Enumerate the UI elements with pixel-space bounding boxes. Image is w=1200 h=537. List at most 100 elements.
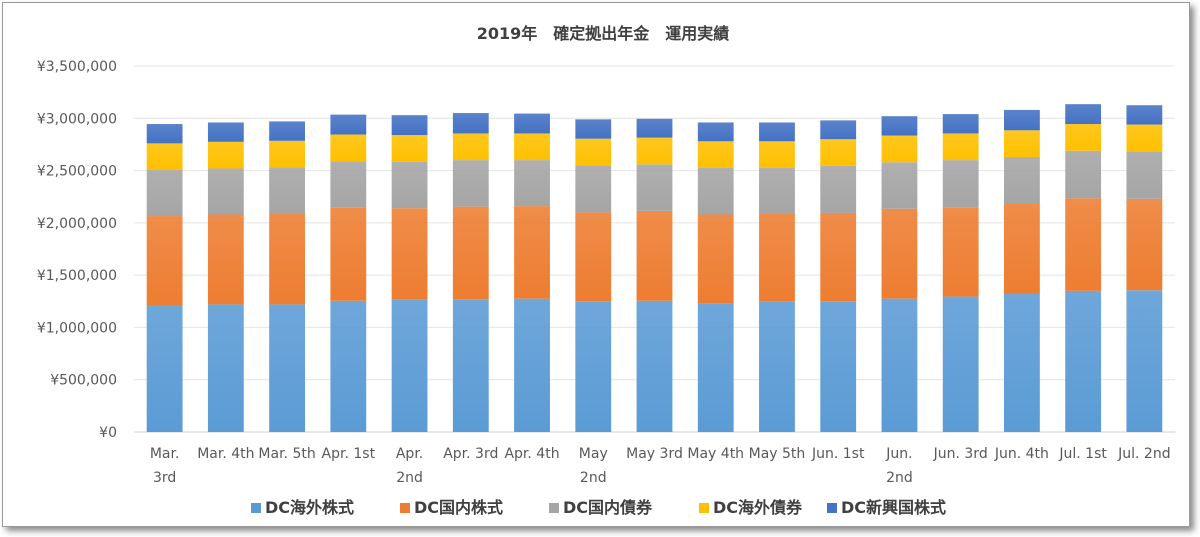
bar-stack: [1004, 109, 1040, 432]
x-tick-label: Apr. 3rd: [443, 446, 498, 462]
bar-segment: [942, 133, 979, 161]
bar-segment: [330, 161, 367, 208]
bar-segment: [1004, 204, 1040, 294]
bar-segment: [636, 210, 673, 301]
y-axis-ticks: ¥0 ¥500,000 ¥1,000,000 ¥1,500,000 ¥2,000,000…: [37, 59, 117, 441]
bar-segment: [452, 206, 489, 300]
bar-segment: [391, 299, 428, 432]
bar-segment: [1126, 105, 1163, 125]
bar-segment: [759, 301, 795, 432]
bar-segment: [697, 122, 734, 142]
bar-segment: [207, 304, 244, 432]
bar-segment: [514, 298, 550, 432]
bar-stack: [452, 113, 489, 432]
legend-label: DC国内株式: [414, 498, 503, 517]
bar-segment: [452, 113, 489, 134]
x-tick-label: May: [579, 446, 608, 462]
bar-segment: [759, 213, 795, 302]
bar-segment: [330, 207, 367, 301]
bar-segment: [207, 214, 244, 305]
x-tick-label: Apr. 1st: [322, 446, 376, 462]
bar-segment: [1004, 293, 1040, 432]
bar-segment: [697, 214, 734, 304]
y-tick-label: ¥3,500,000: [37, 59, 117, 75]
bar-segment: [514, 133, 550, 161]
bar-segment: [1065, 290, 1102, 432]
bar-segment: [820, 120, 857, 140]
legend-swatch: [699, 503, 709, 513]
x-tick-label: May 5th: [749, 446, 806, 462]
x-tick-label: Jun. 1st: [811, 446, 865, 462]
y-tick-label: ¥1,000,000: [37, 320, 117, 336]
legend-label: DC海外債券: [713, 498, 803, 517]
bar-segment: [697, 167, 734, 215]
bar-segment: [759, 141, 795, 168]
bar-segment: [1065, 150, 1102, 199]
bar-stack: [636, 118, 673, 432]
x-tick-label: May 4th: [687, 446, 744, 462]
legend-item: DC国内債券: [549, 498, 653, 517]
bar-segment: [1126, 124, 1163, 152]
bars: [146, 104, 1163, 432]
x-tick-label: 3rd: [153, 470, 176, 486]
bar-segment: [636, 137, 673, 165]
x-tick-label: 2nd: [580, 470, 607, 486]
bar-segment: [146, 216, 183, 306]
legend-swatch: [400, 503, 410, 513]
bar-segment: [759, 167, 795, 214]
bar-segment: [207, 141, 244, 169]
legend-label: DC海外株式: [265, 498, 354, 517]
bar-segment: [391, 161, 428, 209]
legend-swatch: [827, 503, 837, 513]
y-tick-label: ¥1,500,000: [37, 268, 117, 284]
bar-segment: [391, 208, 428, 300]
bar-segment: [881, 116, 918, 136]
bar-stack: [881, 116, 918, 432]
bar-segment: [1004, 109, 1040, 131]
bar-segment: [575, 119, 612, 139]
x-tick-label: Mar. 4th: [197, 446, 254, 462]
bar-segment: [207, 168, 244, 215]
legend-swatch: [251, 503, 261, 513]
bar-stack: [759, 122, 795, 432]
legend-item: DC海外株式: [251, 498, 354, 517]
bar-segment: [1004, 130, 1040, 157]
bar-segment: [942, 160, 979, 208]
bar-segment: [575, 212, 612, 302]
bar-stack: [269, 121, 305, 432]
bar-segment: [881, 162, 918, 209]
bar-segment: [942, 296, 979, 432]
bar-segment: [269, 167, 305, 214]
x-tick-label: 2nd: [886, 470, 913, 486]
bar-segment: [146, 124, 183, 144]
bar-segment: [1126, 151, 1163, 199]
bar-segment: [697, 141, 734, 168]
bar-stack: [697, 122, 734, 432]
bar-segment: [942, 207, 979, 297]
bar-segment: [636, 118, 673, 138]
bar-segment: [269, 213, 305, 305]
bar-segment: [452, 133, 489, 161]
x-axis-ticks: Mar. 3rd Mar. 4th Mar. 5th Apr. 1st Apr. 2nd Ap…: [150, 446, 1171, 486]
bar-segment: [146, 143, 183, 171]
bar-stack: [820, 120, 857, 432]
bar-segment: [1065, 104, 1102, 125]
bar-segment: [391, 135, 428, 162]
bar-segment: [1065, 124, 1102, 151]
bar-stack: [391, 115, 428, 432]
y-tick-label: ¥0: [99, 425, 117, 441]
bar-segment: [330, 134, 367, 162]
bar-segment: [881, 135, 918, 163]
bar-segment: [1065, 198, 1102, 291]
bar-stack: [207, 122, 244, 432]
bar-segment: [452, 299, 489, 432]
bar-segment: [820, 212, 857, 302]
bar-segment: [1126, 290, 1163, 432]
bar-segment: [391, 115, 428, 136]
bar-segment: [636, 164, 673, 211]
bar-segment: [759, 122, 795, 142]
bar-segment: [207, 122, 244, 142]
x-tick-label: Apr. 4th: [504, 446, 559, 462]
y-tick-label: ¥3,000,000: [37, 111, 117, 127]
stacked-bar-chart: 2019年 確定拠出年金 運用実績 ¥0 ¥500,000 ¥1,000,000 ¥1…: [37, 24, 1175, 517]
